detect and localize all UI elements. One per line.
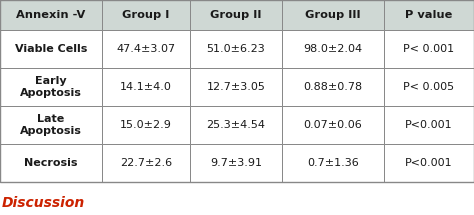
Text: Discussion: Discussion [2,196,85,210]
Text: 15.0±2.9: 15.0±2.9 [120,120,172,130]
Text: Group III: Group III [305,10,361,20]
Bar [384,30,474,68]
Text: 12.7±3.05: 12.7±3.05 [206,82,265,92]
Bar [190,68,282,106]
Text: 25.3±4.54: 25.3±4.54 [206,120,265,130]
Text: Group II: Group II [210,10,262,20]
Bar [102,144,190,182]
Text: 0.07±0.06: 0.07±0.06 [304,120,362,130]
Text: Early
Apoptosis: Early Apoptosis [20,76,82,98]
Text: 47.4±3.07: 47.4±3.07 [116,44,175,54]
Text: Group I: Group I [122,10,169,20]
Bar [384,144,474,182]
Bar [0,144,102,182]
Text: Late
Apoptosis: Late Apoptosis [20,114,82,136]
Bar [282,144,384,182]
Text: P< 0.005: P< 0.005 [403,82,455,92]
Bar [384,106,474,144]
Text: 51.0±6.23: 51.0±6.23 [207,44,265,54]
Text: 0.88±0.78: 0.88±0.78 [303,82,363,92]
Bar [0,68,102,106]
Bar [0,0,474,182]
Text: 0.7±1.36: 0.7±1.36 [307,158,359,168]
Bar [282,30,384,68]
Bar [0,106,102,144]
Bar [282,106,384,144]
Text: 98.0±2.04: 98.0±2.04 [303,44,363,54]
Bar [282,68,384,106]
Bar [0,30,102,68]
Bar [102,106,190,144]
Bar [282,0,384,30]
Text: 14.1±4.0: 14.1±4.0 [120,82,172,92]
Bar [190,106,282,144]
Bar [384,68,474,106]
Bar [0,0,102,30]
Text: P< 0.001: P< 0.001 [403,44,455,54]
Bar [190,144,282,182]
Text: P value: P value [405,10,453,20]
Text: 9.7±3.91: 9.7±3.91 [210,158,262,168]
Bar [102,0,190,30]
Text: P<0.001: P<0.001 [405,120,453,130]
Bar [102,68,190,106]
Text: P<0.001: P<0.001 [405,158,453,168]
Text: Annexin -V: Annexin -V [16,10,86,20]
Text: Viable Cells: Viable Cells [15,44,87,54]
Text: Necrosis: Necrosis [24,158,78,168]
Bar [190,0,282,30]
Bar [102,30,190,68]
Bar [384,0,474,30]
Bar [190,30,282,68]
Text: 22.7±2.6: 22.7±2.6 [120,158,172,168]
